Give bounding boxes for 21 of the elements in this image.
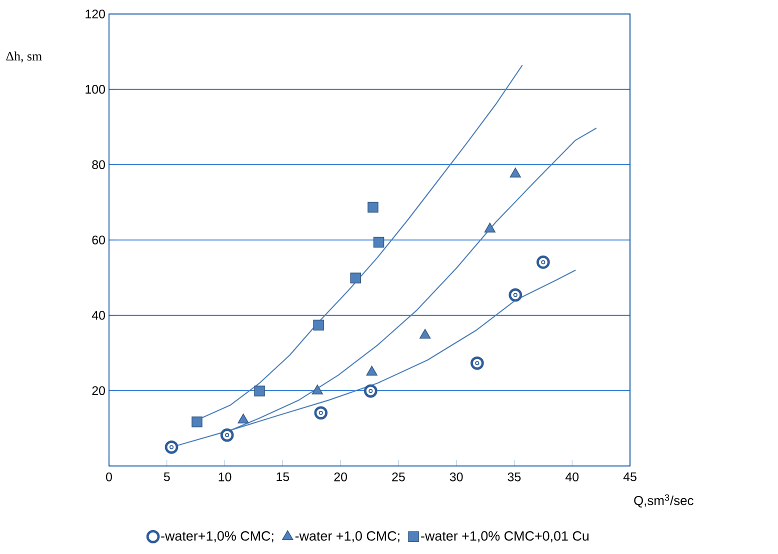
x-tick-label: 5 bbox=[164, 472, 170, 482]
legend-label: -water +1,0 CMC; bbox=[295, 531, 400, 542]
x-tick-label: 35 bbox=[508, 472, 521, 482]
y-axis-title: Δh, sm bbox=[6, 51, 42, 62]
x-tick-label: 45 bbox=[623, 472, 636, 482]
legend-label: -water+1,0% CMC; bbox=[161, 531, 274, 542]
x-tick-label: 20 bbox=[334, 472, 347, 482]
y-tick-label: 120 bbox=[86, 10, 105, 18]
x-tick-label: 10 bbox=[218, 472, 232, 482]
y-tick-label: 40 bbox=[92, 310, 105, 320]
y-tick-label: 80 bbox=[92, 160, 105, 170]
x-tick-label: 30 bbox=[450, 472, 463, 482]
x-tick-label: 25 bbox=[392, 472, 405, 482]
x-tick-label: 40 bbox=[565, 472, 579, 482]
y-tick-label: 60 bbox=[92, 236, 105, 244]
x-tick-label: 15 bbox=[276, 472, 290, 482]
x-axis-title: Q,sm$^{3}$/sec bbox=[634, 494, 694, 508]
legend-label: -water +1,0% CMC+0,01 Cu bbox=[421, 531, 589, 542]
y-tick-label: 100 bbox=[86, 84, 105, 94]
y-tick-label: 20 bbox=[92, 386, 105, 396]
x-tick-label: 0 bbox=[106, 472, 112, 482]
